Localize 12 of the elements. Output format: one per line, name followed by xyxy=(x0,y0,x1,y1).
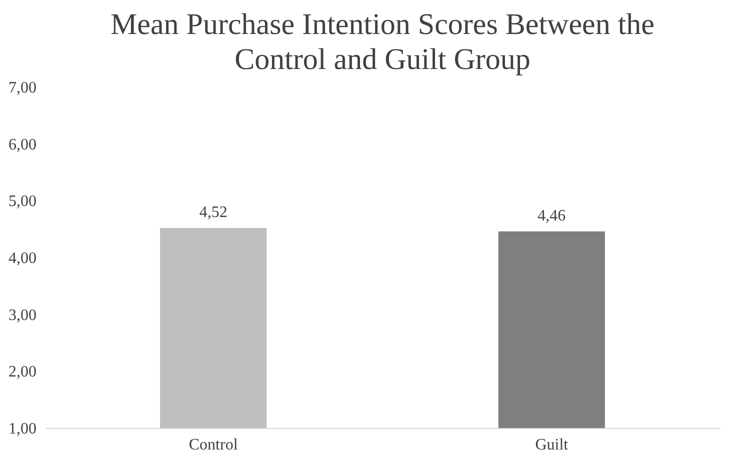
data-label: 4,52 xyxy=(199,204,228,221)
chart-title: Mean Purchase Intention Scores Between the Control and Guilt Group xyxy=(110,8,654,76)
data-label: 4,46 xyxy=(538,207,566,224)
y-tick-label: 7,00 xyxy=(8,80,36,96)
y-tick-label: 1,00 xyxy=(8,420,36,438)
y-tick-label: 4,00 xyxy=(8,250,36,267)
y-tick-label: 3,00 xyxy=(8,306,36,324)
y-tick-label: 2,00 xyxy=(8,364,36,381)
x-tick-label: Guilt xyxy=(535,436,569,454)
y-tick-label: 6,00 xyxy=(8,136,36,154)
y-tick-label: 5,00 xyxy=(8,193,36,210)
x-tick-label: Control xyxy=(188,436,238,454)
